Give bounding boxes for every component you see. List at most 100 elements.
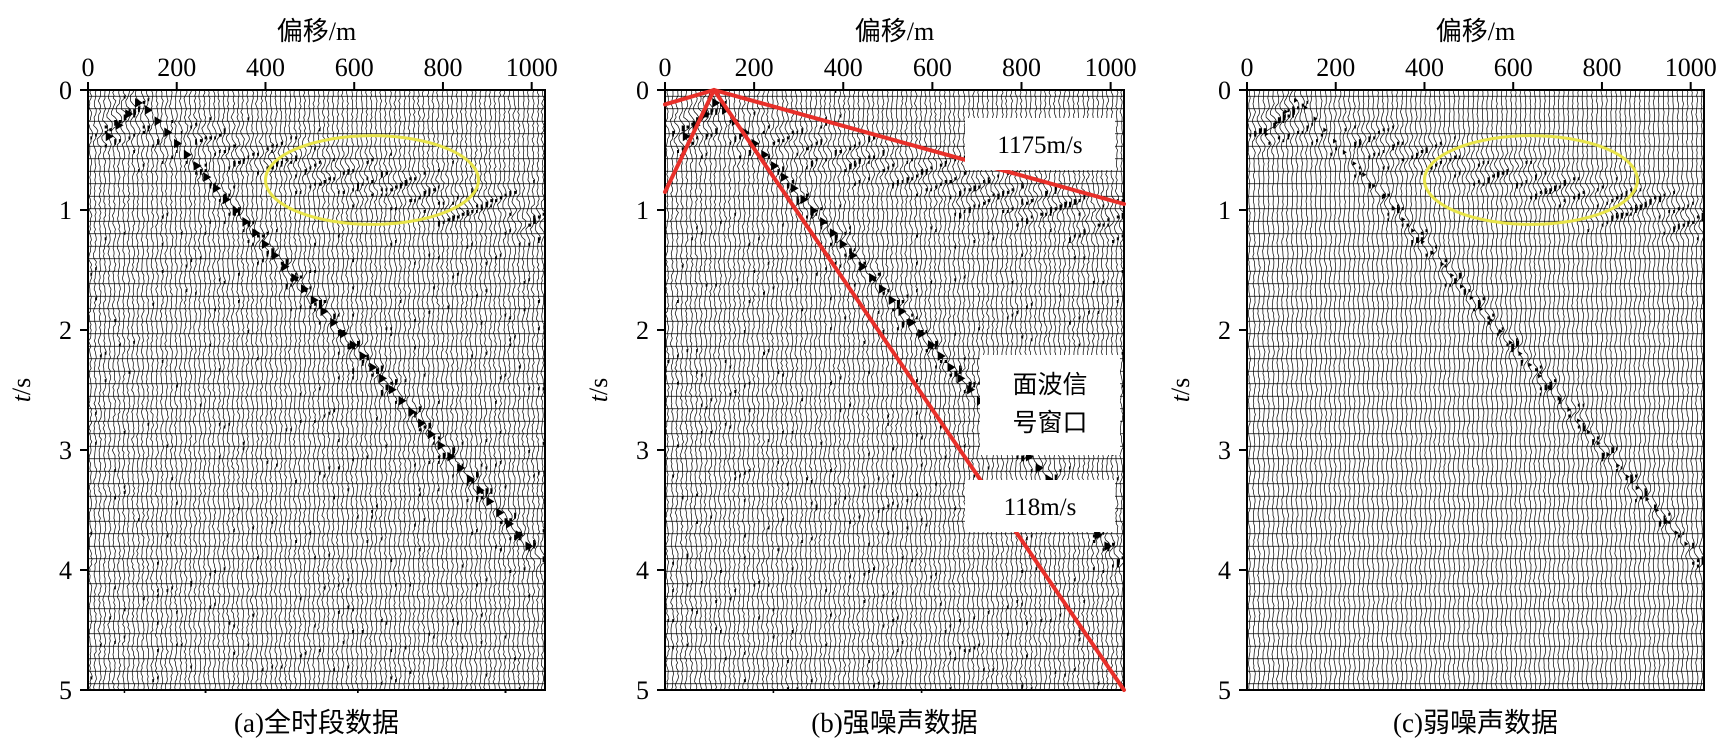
trace [463, 89, 470, 691]
trace [1255, 89, 1263, 691]
wave-wedge [810, 205, 819, 216]
trace [760, 89, 766, 691]
y-tick-label: 4 [1218, 556, 1231, 585]
wave-wedge [1391, 205, 1396, 211]
wave-wedge [800, 194, 809, 205]
trace [1684, 89, 1690, 691]
trace-fill [1568, 414, 1571, 418]
y-tick-label: 1 [636, 196, 649, 225]
trace-fill [1287, 109, 1291, 140]
trace [320, 89, 327, 691]
trace [756, 89, 761, 691]
trace [1451, 89, 1458, 691]
trace [683, 89, 690, 691]
trace [87, 89, 93, 691]
trace [234, 89, 242, 691]
trace [1589, 89, 1596, 691]
trace-fill [1444, 259, 1447, 287]
trace-fill [1397, 141, 1400, 213]
trace [101, 89, 108, 691]
trace [1370, 89, 1376, 691]
trace [220, 89, 227, 691]
wave-wedge [839, 239, 848, 249]
trace [1494, 89, 1500, 691]
trace [245, 89, 251, 691]
wave-wedge [310, 295, 319, 305]
trace [903, 89, 910, 691]
trace [439, 89, 446, 691]
trace-fill [352, 169, 355, 633]
trace [802, 89, 810, 691]
x-tick-label: 0 [82, 53, 95, 82]
wave-wedge [408, 407, 417, 417]
trace [373, 90, 380, 691]
trace-fill [190, 125, 193, 669]
wave-wedge [476, 485, 485, 496]
trace [1688, 89, 1695, 691]
trace [482, 89, 489, 691]
wave-wedge [1372, 183, 1377, 189]
trace [1289, 89, 1296, 691]
trace-fill [1563, 180, 1566, 203]
trace [865, 89, 872, 691]
trace [196, 89, 204, 691]
wave-wedge [242, 217, 251, 227]
wave-wedge [1557, 396, 1562, 401]
trace [1675, 89, 1681, 691]
trace [1379, 89, 1386, 691]
trace [1655, 90, 1662, 691]
wave-wedge [340, 328, 349, 339]
trace [764, 89, 771, 691]
trace [1314, 89, 1319, 691]
trace [951, 89, 958, 691]
trace [1489, 89, 1496, 691]
trace [1603, 89, 1610, 691]
wave-wedge [918, 328, 927, 339]
trace [673, 90, 681, 691]
trace [1360, 89, 1367, 691]
wave-wedge [1567, 407, 1572, 412]
trace [149, 89, 155, 691]
wave-wedge [359, 351, 368, 361]
wave-wedge [1645, 496, 1650, 502]
trace [1441, 89, 1448, 691]
trace-fill [1282, 111, 1286, 143]
wave-wedge [927, 340, 936, 350]
trace [206, 89, 213, 691]
trace [1660, 89, 1667, 691]
trace [1417, 89, 1424, 691]
wave-wedge [1479, 306, 1484, 312]
seismic-traces [87, 89, 546, 693]
trace-fill [1373, 136, 1376, 156]
trace [516, 90, 522, 691]
panel-caption: (b)强噪声数据 [811, 708, 977, 738]
trace [311, 89, 317, 691]
trace [936, 89, 943, 691]
wave-wedge [1401, 217, 1406, 222]
trace [1465, 89, 1471, 691]
trace-fill [1292, 106, 1295, 118]
trace [947, 89, 953, 691]
wave-wedge [320, 306, 329, 317]
trace [363, 89, 370, 691]
wave-wedge [888, 295, 897, 305]
wave-wedge [379, 373, 388, 384]
trace-fill [1320, 133, 1323, 137]
trace [1412, 89, 1420, 691]
trace [807, 89, 814, 691]
trace-fill [295, 136, 298, 543]
trace [339, 90, 346, 691]
x-tick-label: 200 [157, 53, 196, 82]
trace [449, 89, 456, 691]
trace [1270, 89, 1277, 691]
trace [1274, 89, 1282, 691]
highlight-ellipse [263, 134, 480, 226]
trace-fill [214, 136, 216, 606]
trace-fill [523, 280, 526, 571]
trace [1427, 89, 1434, 691]
wave-wedge [252, 228, 261, 238]
trace [291, 89, 299, 691]
y-tick-label: 3 [59, 436, 72, 465]
wave-wedge [957, 373, 966, 384]
trace-fill [1511, 343, 1514, 353]
